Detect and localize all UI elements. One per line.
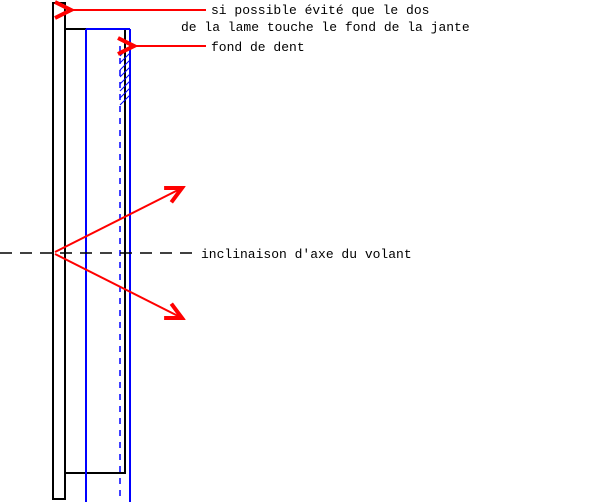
label-fond-dent: fond de dent	[211, 40, 305, 55]
label-axis: inclinaison d'axe du volant	[201, 247, 412, 262]
body-section	[65, 29, 125, 473]
label-top-1: si possible évité que le dos	[211, 3, 429, 18]
arrow-incline-up	[55, 188, 182, 252]
arrow-incline-down	[55, 254, 182, 318]
label-top-2: de la lame touche le fond de la jante	[181, 20, 470, 35]
